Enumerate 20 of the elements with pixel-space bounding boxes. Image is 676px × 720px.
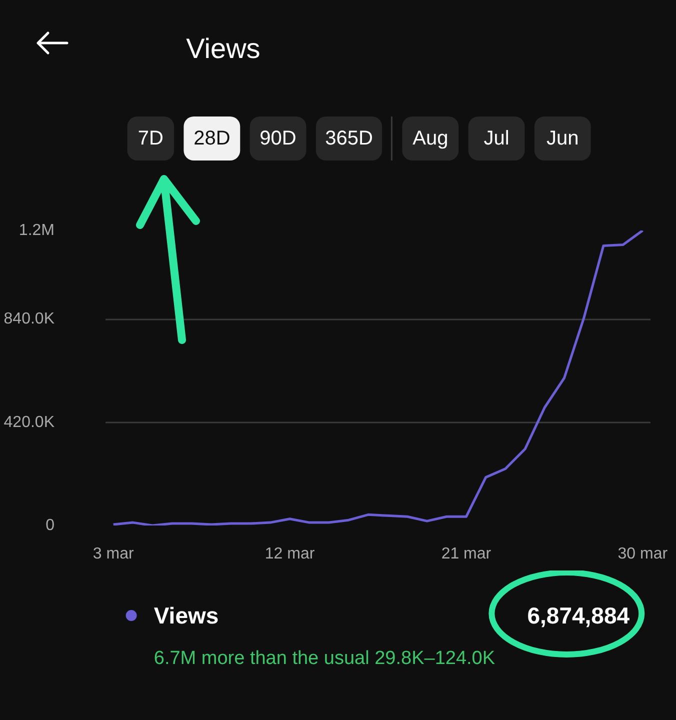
x-tick-label: 3 mar [92,546,134,562]
x-tick-label: 21 mar [441,546,492,562]
text: Aug [412,128,448,150]
text: 7D [138,128,164,150]
y-tick-label: 0 [46,517,55,534]
legend-label: Views [154,602,219,628]
y-tick-label: 840.0K [4,310,55,328]
chart-title: Views [186,33,260,64]
x-tick-label: 12 mar [264,546,316,562]
x-tick-label: 30 mar [618,546,668,562]
text: Jun [546,128,579,150]
text: 6,874,884 [527,602,630,628]
text: 90D [260,128,296,150]
text: 28D [194,128,230,150]
y-tick-label: 420.0K [4,414,55,431]
y-tick-label: 1.2M [18,222,55,239]
text: Jul [484,128,510,150]
line-series [112,230,644,526]
text: 365D [325,128,373,150]
text: 6.7M more than the usual 29.8K–124.0K [154,648,496,669]
